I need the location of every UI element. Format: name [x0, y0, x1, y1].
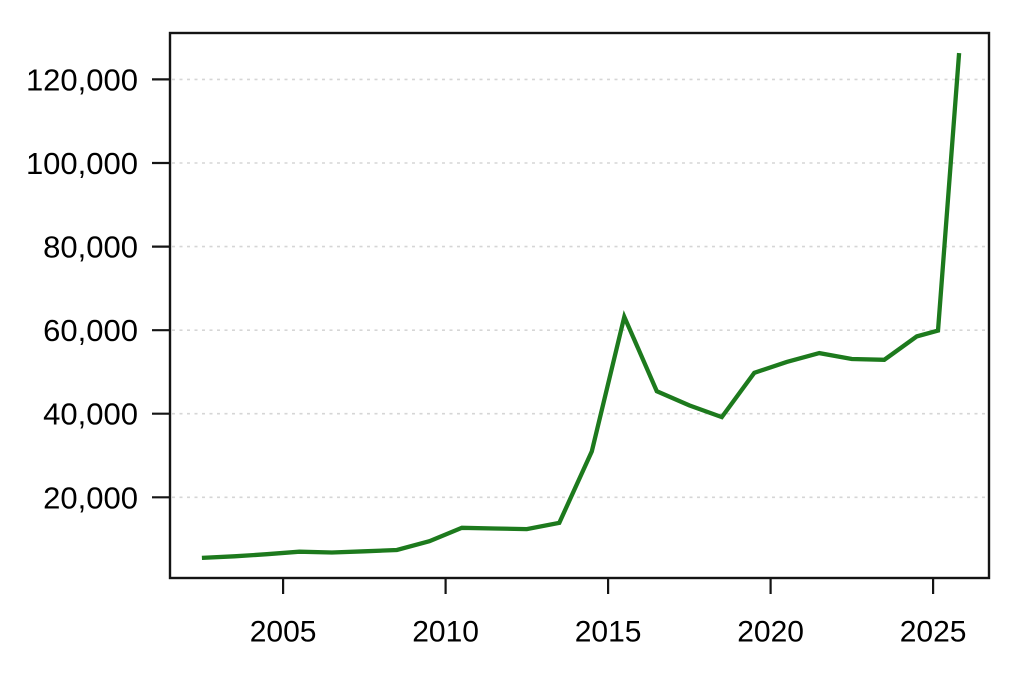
plot-frame-group: [168, 31, 991, 580]
gridlines-group: [172, 78, 988, 499]
y-axis-tick-label: 80,000: [43, 230, 138, 265]
x-axis-tick-label: 2010: [412, 616, 479, 649]
x-axis-tick-label: 2020: [737, 616, 804, 649]
y-axis-tick-label: 100,000: [26, 146, 138, 181]
series-line-value: [201, 52, 962, 561]
plot-frame: [168, 31, 991, 580]
y-axis-tick-label: 40,000: [43, 397, 138, 432]
series-group: [201, 52, 962, 561]
y-axis-tick-label: 60,000: [43, 313, 138, 348]
y-axis-group: 20,000 40,000 60,000 80,000 100,000 120,000: [26, 62, 169, 515]
x-axis-group: 2005 2010 2015 2020 2025: [250, 579, 967, 649]
x-axis-tick-label: 2015: [575, 616, 642, 649]
x-axis-tick-label: 2025: [900, 616, 967, 649]
x-axis-tick-label: 2005: [250, 616, 317, 649]
y-axis-tick-label: 20,000: [43, 480, 138, 515]
y-axis-tick-label: 120,000: [26, 62, 138, 97]
